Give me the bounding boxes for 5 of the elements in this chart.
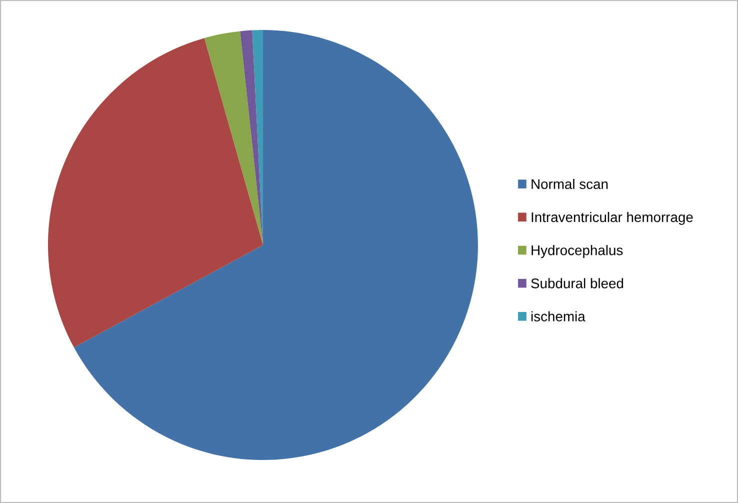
legend-label: ischemia xyxy=(531,311,586,322)
legend-label: Normal scan xyxy=(532,178,608,190)
legend-label: Intraventricular hemorrage xyxy=(532,212,693,225)
legend-label: Hydrocephalus xyxy=(532,245,623,258)
legend-label: Subdural bleed xyxy=(531,278,624,288)
